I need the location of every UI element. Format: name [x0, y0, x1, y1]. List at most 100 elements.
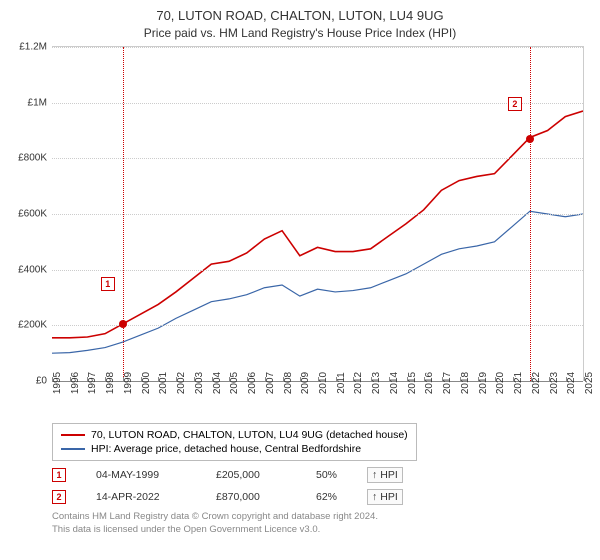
legend-text: HPI: Average price, detached house, Cent…: [91, 443, 361, 455]
gridline-h: [52, 47, 583, 48]
x-tick: [549, 377, 550, 381]
y-tick-label: £1M: [28, 97, 52, 108]
x-tick-label: 2016: [424, 372, 435, 394]
x-tick-label: 2023: [549, 372, 560, 394]
x-tick: [141, 377, 142, 381]
x-tick-label: 2003: [194, 372, 205, 394]
x-tick: [300, 377, 301, 381]
chart-container: 70, LUTON ROAD, CHALTON, LUTON, LU4 9UG …: [0, 0, 600, 560]
sale-pct: 62%: [316, 491, 337, 503]
x-tick: [283, 377, 284, 381]
x-tick: [52, 377, 53, 381]
sale-date: 14-APR-2022: [96, 491, 186, 503]
x-tick-label: 2007: [265, 372, 276, 394]
x-tick-label: 2004: [212, 372, 223, 394]
x-tick: [584, 377, 585, 381]
x-tick-label: 2019: [478, 372, 489, 394]
x-tick: [87, 377, 88, 381]
x-tick-label: 2021: [513, 372, 524, 394]
marker-vline: [123, 47, 124, 381]
series-line-property: [52, 111, 583, 338]
legend-box: 70, LUTON ROAD, CHALTON, LUTON, LU4 9UG …: [52, 423, 417, 461]
x-tick-label: 2025: [584, 372, 595, 394]
x-tick-label: 2018: [460, 372, 471, 394]
gridline-h: [52, 214, 583, 215]
x-tick-label: 2013: [371, 372, 382, 394]
x-tick-label: 1995: [52, 372, 63, 394]
x-tick-label: 2020: [495, 372, 506, 394]
x-tick-label: 2006: [247, 372, 258, 394]
sale-price: £205,000: [216, 469, 286, 481]
x-tick: [123, 377, 124, 381]
sales-list: 104-MAY-1999£205,00050%↑HPI214-APR-2022£…: [52, 467, 590, 505]
x-tick-label: 2000: [141, 372, 152, 394]
y-tick-label: £0: [36, 376, 52, 387]
gridline-h: [52, 103, 583, 104]
marker-dot: [526, 135, 534, 143]
hpi-tag: HPI: [380, 469, 398, 481]
hpi-chip: ↑HPI: [367, 489, 403, 505]
x-tick-label: 2002: [176, 372, 187, 394]
x-tick-label: 2015: [407, 372, 418, 394]
marker-dot: [119, 320, 127, 328]
x-tick: [158, 377, 159, 381]
x-tick-label: 2010: [318, 372, 329, 394]
series-line-hpi: [52, 211, 583, 353]
marker-vline: [530, 47, 531, 381]
gridline-h: [52, 270, 583, 271]
x-tick: [229, 377, 230, 381]
x-tick-label: 2001: [158, 372, 169, 394]
x-tick: [460, 377, 461, 381]
x-tick: [513, 377, 514, 381]
sale-row: 104-MAY-1999£205,00050%↑HPI: [52, 467, 590, 483]
x-tick-label: 2005: [229, 372, 240, 394]
x-tick-label: 2008: [283, 372, 294, 394]
marker-label: 2: [508, 97, 522, 111]
x-tick: [265, 377, 266, 381]
x-tick: [105, 377, 106, 381]
legend-swatch: [61, 434, 85, 436]
chart-area: £0£200K£400K£600K£800K£1M£1.2M12 1995199…: [52, 46, 584, 401]
x-tick: [318, 377, 319, 381]
y-tick-label: £400K: [18, 264, 52, 275]
x-tick-label: 2022: [531, 372, 542, 394]
x-tick-label: 2012: [353, 372, 364, 394]
sale-marker: 2: [52, 490, 66, 504]
hpi-tag: HPI: [380, 491, 398, 503]
x-tick: [424, 377, 425, 381]
x-tick: [353, 377, 354, 381]
x-tick: [495, 377, 496, 381]
legend-row: HPI: Average price, detached house, Cent…: [61, 442, 408, 456]
gridline-h: [52, 325, 583, 326]
legend-row: 70, LUTON ROAD, CHALTON, LUTON, LU4 9UG …: [61, 428, 408, 442]
x-tick-label: 2017: [442, 372, 453, 394]
chart-title: 70, LUTON ROAD, CHALTON, LUTON, LU4 9UG: [10, 8, 590, 23]
x-tick: [531, 377, 532, 381]
plot-area: £0£200K£400K£600K£800K£1M£1.2M12: [52, 46, 584, 381]
y-tick-label: £1.2M: [19, 42, 52, 53]
x-tick: [70, 377, 71, 381]
y-tick-label: £600K: [18, 209, 52, 220]
x-tick-label: 1999: [123, 372, 134, 394]
sale-marker: 1: [52, 468, 66, 482]
legend-swatch: [61, 448, 85, 450]
chart-subtitle: Price paid vs. HM Land Registry's House …: [10, 26, 590, 40]
x-tick-label: 2009: [300, 372, 311, 394]
sale-date: 04-MAY-1999: [96, 469, 186, 481]
x-tick: [407, 377, 408, 381]
attribution-line: Contains HM Land Registry data © Crown c…: [52, 511, 590, 524]
sale-row: 2 14-APR-2022 £870,000 62% ↑HPI: [52, 489, 590, 505]
x-tick: [247, 377, 248, 381]
attribution-line: This data is licensed under the Open Gov…: [52, 524, 590, 537]
hpi-chip: ↑HPI: [367, 467, 403, 483]
legend-text: 70, LUTON ROAD, CHALTON, LUTON, LU4 9UG …: [91, 429, 408, 441]
sale-price: £870,000: [216, 491, 286, 503]
x-axis: 1995199619971998199920002001200220032004…: [52, 381, 584, 401]
x-tick: [212, 377, 213, 381]
up-arrow-icon: ↑: [372, 491, 377, 503]
x-tick-label: 1997: [87, 372, 98, 394]
x-tick: [371, 377, 372, 381]
x-tick: [566, 377, 567, 381]
x-tick-label: 2011: [336, 372, 347, 394]
x-tick: [194, 377, 195, 381]
